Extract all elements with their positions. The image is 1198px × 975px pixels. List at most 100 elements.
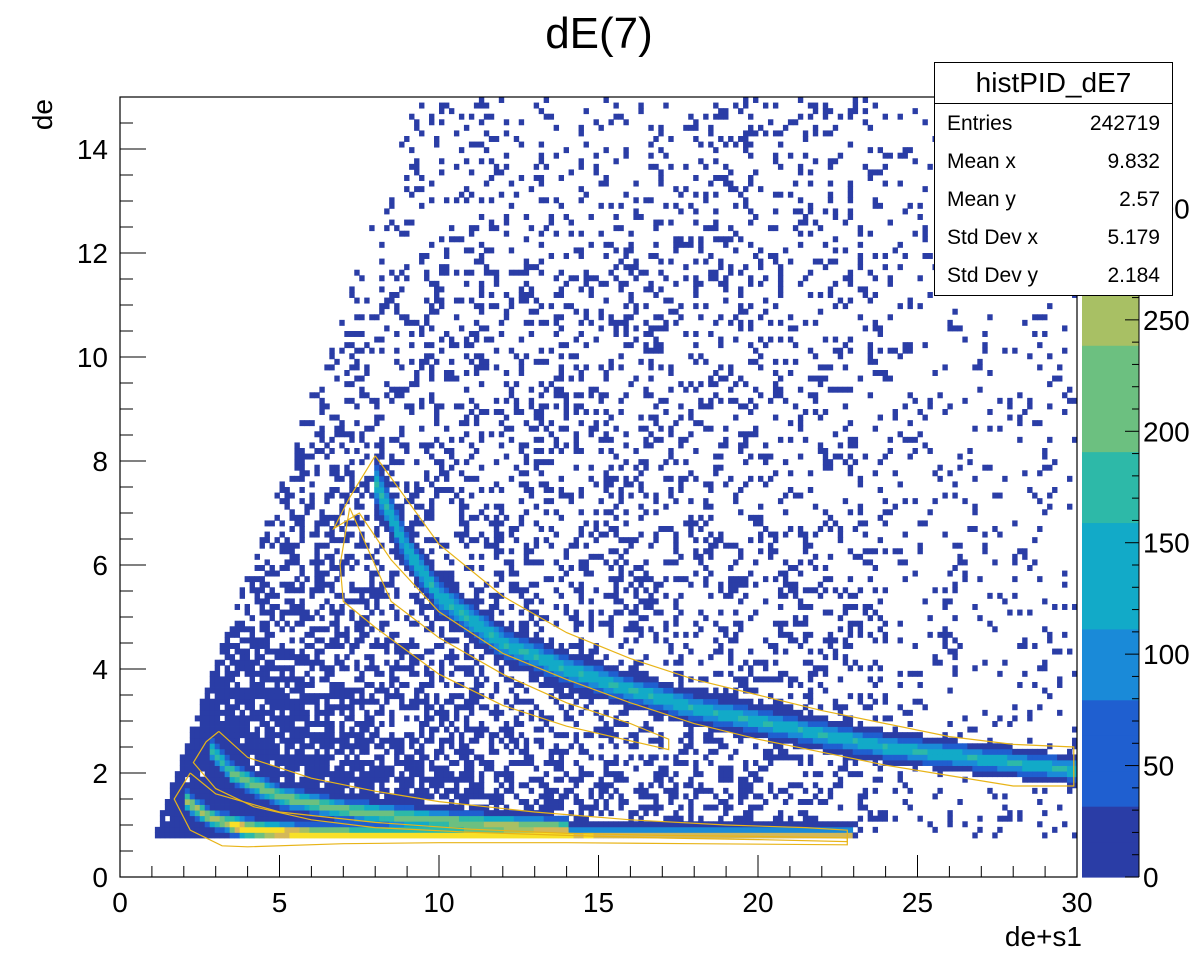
heatmap-cell bbox=[573, 308, 579, 315]
heatmap-cell bbox=[488, 113, 495, 120]
heatmap-cell bbox=[573, 542, 579, 549]
heatmap-cell bbox=[708, 715, 714, 722]
heatmap-cell bbox=[578, 492, 584, 499]
heatmap-cell bbox=[703, 693, 709, 700]
heatmap-cell bbox=[209, 709, 216, 716]
heatmap-cell bbox=[294, 810, 300, 817]
heatmap-cell bbox=[508, 581, 515, 588]
heatmap-cell bbox=[379, 464, 385, 471]
heatmap-cell bbox=[628, 292, 634, 298]
heatmap-cell bbox=[573, 665, 579, 672]
heatmap-cell bbox=[409, 331, 415, 337]
heatmap-cell bbox=[528, 754, 535, 761]
heatmap-cell bbox=[429, 308, 435, 315]
heatmap-cell bbox=[409, 342, 415, 349]
heatmap-cell bbox=[538, 659, 545, 666]
heatmap-cell bbox=[753, 609, 759, 616]
heatmap-cell bbox=[394, 754, 400, 761]
heatmap-cell bbox=[448, 815, 455, 822]
heatmap-cell bbox=[493, 643, 500, 649]
heatmap-cell bbox=[414, 592, 420, 599]
heatmap-cell bbox=[538, 347, 545, 354]
heatmap-cell bbox=[762, 765, 769, 772]
heatmap-cell bbox=[758, 709, 764, 716]
heatmap-cell bbox=[578, 186, 584, 193]
heatmap-cell bbox=[299, 464, 305, 471]
heatmap-cell bbox=[772, 732, 779, 739]
heatmap-cell bbox=[289, 676, 295, 683]
heatmap-cell bbox=[518, 732, 525, 739]
heatmap-cell bbox=[354, 487, 360, 493]
heatmap-cell bbox=[772, 386, 779, 393]
heatmap-cell bbox=[728, 821, 734, 828]
heatmap-cell bbox=[414, 698, 420, 705]
heatmap-cell bbox=[673, 559, 679, 566]
heatmap-cell bbox=[498, 487, 505, 493]
heatmap-cell bbox=[583, 821, 589, 828]
heatmap-cell bbox=[414, 375, 420, 382]
heatmap-cell bbox=[244, 721, 250, 727]
heatmap-cell bbox=[703, 787, 709, 794]
heatmap-cell bbox=[618, 682, 624, 688]
heatmap-cell bbox=[638, 698, 644, 705]
heatmap-cell bbox=[613, 325, 619, 332]
heatmap-cell bbox=[488, 520, 495, 527]
heatmap-cell bbox=[199, 715, 206, 722]
heatmap-cell bbox=[374, 492, 380, 499]
heatmap-cell bbox=[618, 570, 624, 577]
heatmap-cell bbox=[618, 225, 624, 232]
heatmap-cell bbox=[708, 737, 714, 744]
heatmap-cell bbox=[733, 381, 739, 388]
heatmap-cell bbox=[488, 637, 495, 644]
heatmap-cell bbox=[468, 598, 475, 605]
heatmap-cell bbox=[503, 821, 510, 828]
heatmap-cell bbox=[568, 682, 574, 688]
heatmap-cell bbox=[389, 771, 395, 778]
heatmap-cell bbox=[399, 698, 405, 705]
heatmap-cell bbox=[463, 826, 470, 833]
heatmap-cell bbox=[254, 826, 260, 833]
heatmap-cell bbox=[613, 587, 619, 594]
heatmap-cell bbox=[588, 665, 594, 672]
heatmap-cell bbox=[743, 682, 749, 688]
heatmap-cell bbox=[344, 715, 350, 722]
heatmap-cell bbox=[468, 297, 475, 304]
heatmap-cell bbox=[543, 197, 550, 204]
heatmap-cell bbox=[668, 799, 674, 805]
heatmap-cell bbox=[314, 715, 320, 722]
heatmap-cell bbox=[399, 141, 405, 148]
heatmap-cell bbox=[404, 548, 410, 555]
heatmap-cell bbox=[364, 832, 370, 839]
heatmap-cell bbox=[538, 670, 545, 677]
heatmap-cell bbox=[588, 676, 594, 683]
heatmap-cell bbox=[374, 709, 380, 716]
heatmap-cell bbox=[169, 787, 176, 794]
heatmap-cell bbox=[508, 704, 515, 711]
heatmap-cell bbox=[364, 514, 370, 521]
heatmap-cell bbox=[429, 682, 435, 688]
heatmap-cell bbox=[259, 776, 265, 783]
heatmap-cell bbox=[738, 737, 744, 744]
heatmap-cell bbox=[234, 760, 241, 766]
heatmap-cell bbox=[294, 821, 300, 828]
heatmap-cell bbox=[429, 180, 435, 187]
heatmap-cell bbox=[394, 793, 400, 800]
heatmap-cell bbox=[244, 771, 250, 778]
heatmap-cell bbox=[314, 782, 320, 789]
heatmap-cell bbox=[598, 665, 604, 672]
heatmap-cell bbox=[668, 364, 674, 371]
heatmap-cell bbox=[583, 665, 589, 672]
heatmap-cell bbox=[314, 464, 320, 471]
heatmap-cell bbox=[528, 715, 535, 722]
heatmap-cell bbox=[708, 180, 714, 187]
heatmap-cell bbox=[708, 709, 714, 716]
heatmap-cell bbox=[189, 815, 196, 822]
heatmap-cell bbox=[543, 654, 550, 661]
heatmap-cell bbox=[758, 353, 764, 360]
heatmap-cell bbox=[394, 648, 400, 655]
heatmap-cell bbox=[354, 793, 360, 800]
heatmap-cell bbox=[359, 771, 365, 778]
heatmap-cell bbox=[648, 358, 654, 365]
heatmap-cell bbox=[309, 643, 315, 649]
heatmap-cell bbox=[493, 459, 500, 466]
